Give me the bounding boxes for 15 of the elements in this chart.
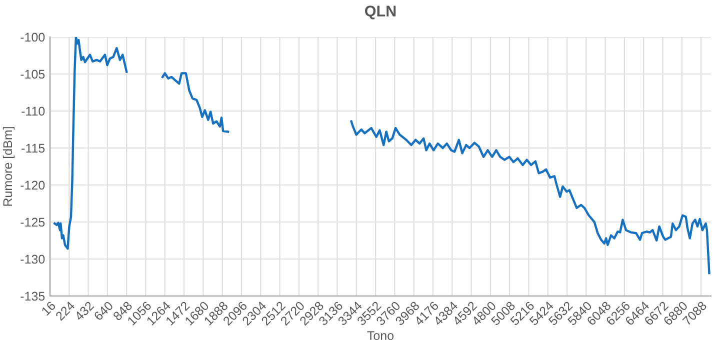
y-tick-label: -135 [20, 292, 45, 301]
y-tick-label: -110 [22, 106, 45, 116]
y-tick-label: -120 [20, 180, 45, 190]
x-tick-label: 432 [74, 300, 94, 322]
y-tick-label: -115 [22, 144, 45, 153]
x-tick-label: 16 [41, 300, 56, 316]
y-axis-title: Rumore [dBm] [2, 127, 15, 206]
y-tick-label: -105 [20, 70, 45, 79]
y-tick-label: -130 [20, 254, 45, 264]
x-tick-label: 640 [93, 300, 114, 321]
y-tick-label: -100 [20, 32, 45, 42]
y-tick-label: -125 [20, 218, 45, 227]
x-axis-title: Tono [367, 331, 394, 340]
x-tick-label: 224 [55, 300, 76, 321]
chart-title: QLN [365, 6, 396, 20]
